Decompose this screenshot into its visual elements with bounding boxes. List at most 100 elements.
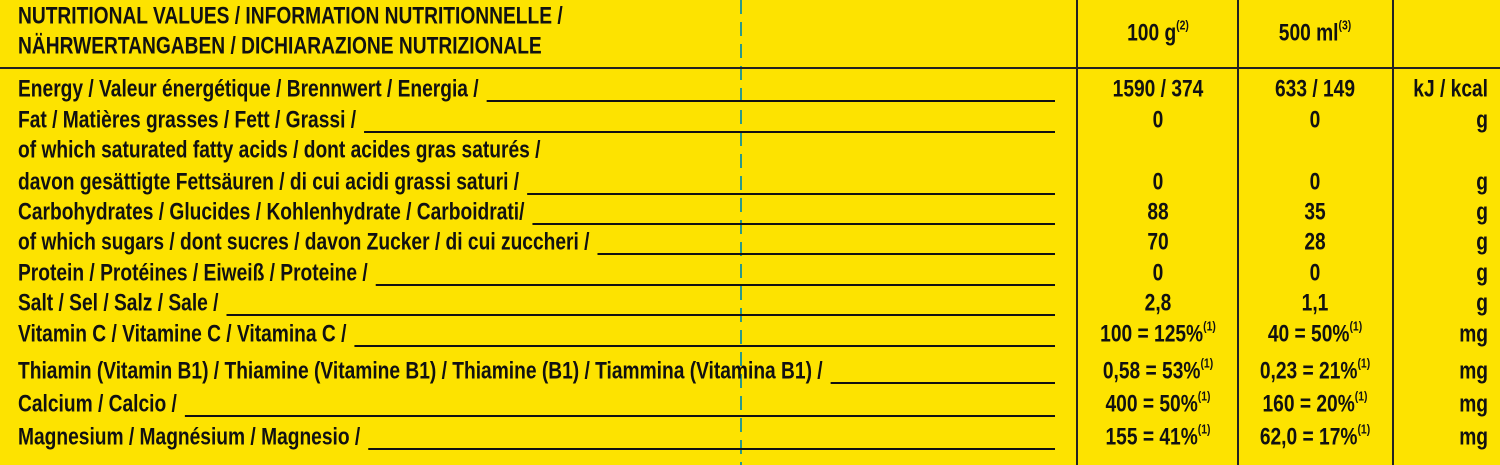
text: 155 = 41% <box>1105 422 1197 450</box>
note: (1) <box>1200 356 1213 370</box>
value-100g-group: 88 <box>1147 197 1168 225</box>
value-500ml-group: 0,23 = 21%(1) <box>1260 356 1370 384</box>
value-500ml: 0 <box>1310 105 1321 133</box>
text: NUTRITIONAL VALUES / INFORMATION NUTRITI… <box>18 1 563 29</box>
row-label: Vitamin C / Vitamine C / Vitamina C / <box>18 319 346 347</box>
value-100g-group: 0 <box>1153 105 1164 133</box>
value-500ml: 28 <box>1304 227 1325 255</box>
value-100g: 100 = 125%(1) <box>1100 319 1216 347</box>
unit: kJ / kcal <box>1413 74 1488 102</box>
unit: g <box>1476 227 1488 255</box>
text: 100 = 125% <box>1100 319 1203 347</box>
value-500ml: 35 <box>1304 197 1325 225</box>
text: Thiamin (Vitamin B1) / Thiamine (Vitamin… <box>18 356 823 384</box>
value-500ml-group: 0 <box>1310 105 1321 133</box>
row-label: Thiamin (Vitamin B1) / Thiamine (Vitamin… <box>18 356 823 384</box>
value-500ml-group: 0 <box>1310 258 1321 286</box>
value-100g: 88 <box>1147 197 1168 225</box>
header-title-group: NÄHRWERTANGABEN / DICHIARAZIONE NUTRIZIO… <box>18 31 542 59</box>
row-label: Energy / Valeur énergétique / Brennwert … <box>18 74 479 102</box>
value-500ml: 40 = 50%(1) <box>1268 319 1362 347</box>
value-500ml-group: 28 <box>1304 227 1325 255</box>
value-100g-group: 70 <box>1147 227 1168 255</box>
text: 28 <box>1304 227 1325 255</box>
value-500ml: 633 / 149 <box>1275 74 1355 102</box>
row-label: Magnesium / Magnésium / Magnesio / <box>18 422 360 450</box>
unit: mg <box>1459 356 1488 384</box>
row-label-group: Fat / Matières grasses / Fett / Grassi / <box>18 105 356 133</box>
row-label-group: Salt / Sel / Salz / Sale / <box>18 288 219 316</box>
text: g <box>1476 227 1488 255</box>
unit-group: g <box>1476 227 1488 255</box>
row-label-group: Thiamin (Vitamin B1) / Thiamine (Vitamin… <box>18 356 823 384</box>
text: 62,0 = 17% <box>1260 422 1358 450</box>
value-100g: 1590 / 374 <box>1113 74 1204 102</box>
unit-group: kJ / kcal <box>1413 74 1488 102</box>
text: 0 <box>1153 258 1164 286</box>
column-header: 500 ml(3) <box>1279 18 1352 46</box>
text: Energy / Valeur énergétique / Brennwert … <box>18 74 479 102</box>
header-title: NÄHRWERTANGABEN / DICHIARAZIONE NUTRIZIO… <box>18 31 542 59</box>
column-header-group: 500 ml(3) <box>1279 18 1352 46</box>
unit-group: mg <box>1459 356 1488 384</box>
value-100g: 70 <box>1147 227 1168 255</box>
unit: mg <box>1459 389 1488 417</box>
row-label-group: Vitamin C / Vitamine C / Vitamina C / <box>18 319 346 347</box>
unit-group: g <box>1476 197 1488 225</box>
text: 1590 / 374 <box>1113 74 1204 102</box>
note: (1) <box>1357 356 1370 370</box>
row-label: Calcium / Calcio / <box>18 389 177 417</box>
text: 400 = 50% <box>1105 389 1197 417</box>
value-100g-group: 155 = 41%(1) <box>1105 422 1210 450</box>
text: g <box>1476 258 1488 286</box>
note: (1) <box>1203 319 1216 333</box>
value-500ml-group: 0 <box>1310 167 1321 195</box>
unit: mg <box>1459 422 1488 450</box>
unit: mg <box>1459 319 1488 347</box>
value-100g: 0,58 = 53%(1) <box>1103 356 1213 384</box>
note: (2) <box>1176 18 1189 32</box>
value-100g-group: 0 <box>1153 167 1164 195</box>
text: 1,1 <box>1302 288 1329 316</box>
unit-group: g <box>1476 105 1488 133</box>
row-label-group: Magnesium / Magnésium / Magnesio / <box>18 422 360 450</box>
note: (1) <box>1198 389 1211 403</box>
text: mg <box>1459 356 1488 384</box>
unit: g <box>1476 288 1488 316</box>
note: (3) <box>1339 18 1352 32</box>
text: mg <box>1459 319 1488 347</box>
row-label-group: Carbohydrates / Glucides / Kohlenhydrate… <box>18 197 524 225</box>
value-100g: 155 = 41%(1) <box>1105 422 1210 450</box>
text: 35 <box>1304 197 1325 225</box>
text: g <box>1476 167 1488 195</box>
row-label: of which saturated fatty acids / dont ac… <box>18 135 540 163</box>
row-label-group: Calcium / Calcio / <box>18 389 177 417</box>
value-100g-group: 400 = 50%(1) <box>1105 389 1210 417</box>
value-100g-group: 0,58 = 53%(1) <box>1103 356 1213 384</box>
text: 633 / 149 <box>1275 74 1355 102</box>
note: (1) <box>1357 422 1370 436</box>
value-500ml-group: 40 = 50%(1) <box>1268 319 1362 347</box>
value-100g-group: 100 = 125%(1) <box>1100 319 1216 347</box>
value-100g-group: 2,8 <box>1145 288 1172 316</box>
text: Salt / Sel / Salz / Sale / <box>18 288 219 316</box>
unit-group: mg <box>1459 389 1488 417</box>
text: 2,8 <box>1145 288 1172 316</box>
value-500ml-group: 35 <box>1304 197 1325 225</box>
text: kJ / kcal <box>1413 74 1488 102</box>
value-500ml-group: 160 = 20%(1) <box>1262 389 1367 417</box>
row-label-group: davon gesättigte Fettsäuren / di cui aci… <box>18 167 519 195</box>
value-100g-group: 1590 / 374 <box>1113 74 1204 102</box>
text: 0,23 = 21% <box>1260 356 1358 384</box>
text: Magnesium / Magnésium / Magnesio / <box>18 422 360 450</box>
text: g <box>1476 197 1488 225</box>
value-500ml-group: 1,1 <box>1302 288 1329 316</box>
unit-group: g <box>1476 288 1488 316</box>
value-500ml: 160 = 20%(1) <box>1262 389 1367 417</box>
value-500ml: 0 <box>1310 258 1321 286</box>
row-label: davon gesättigte Fettsäuren / di cui aci… <box>18 167 519 195</box>
text: of which saturated fatty acids / dont ac… <box>18 135 540 163</box>
row-label: of which sugars / dont sucres / davon Zu… <box>18 227 589 255</box>
